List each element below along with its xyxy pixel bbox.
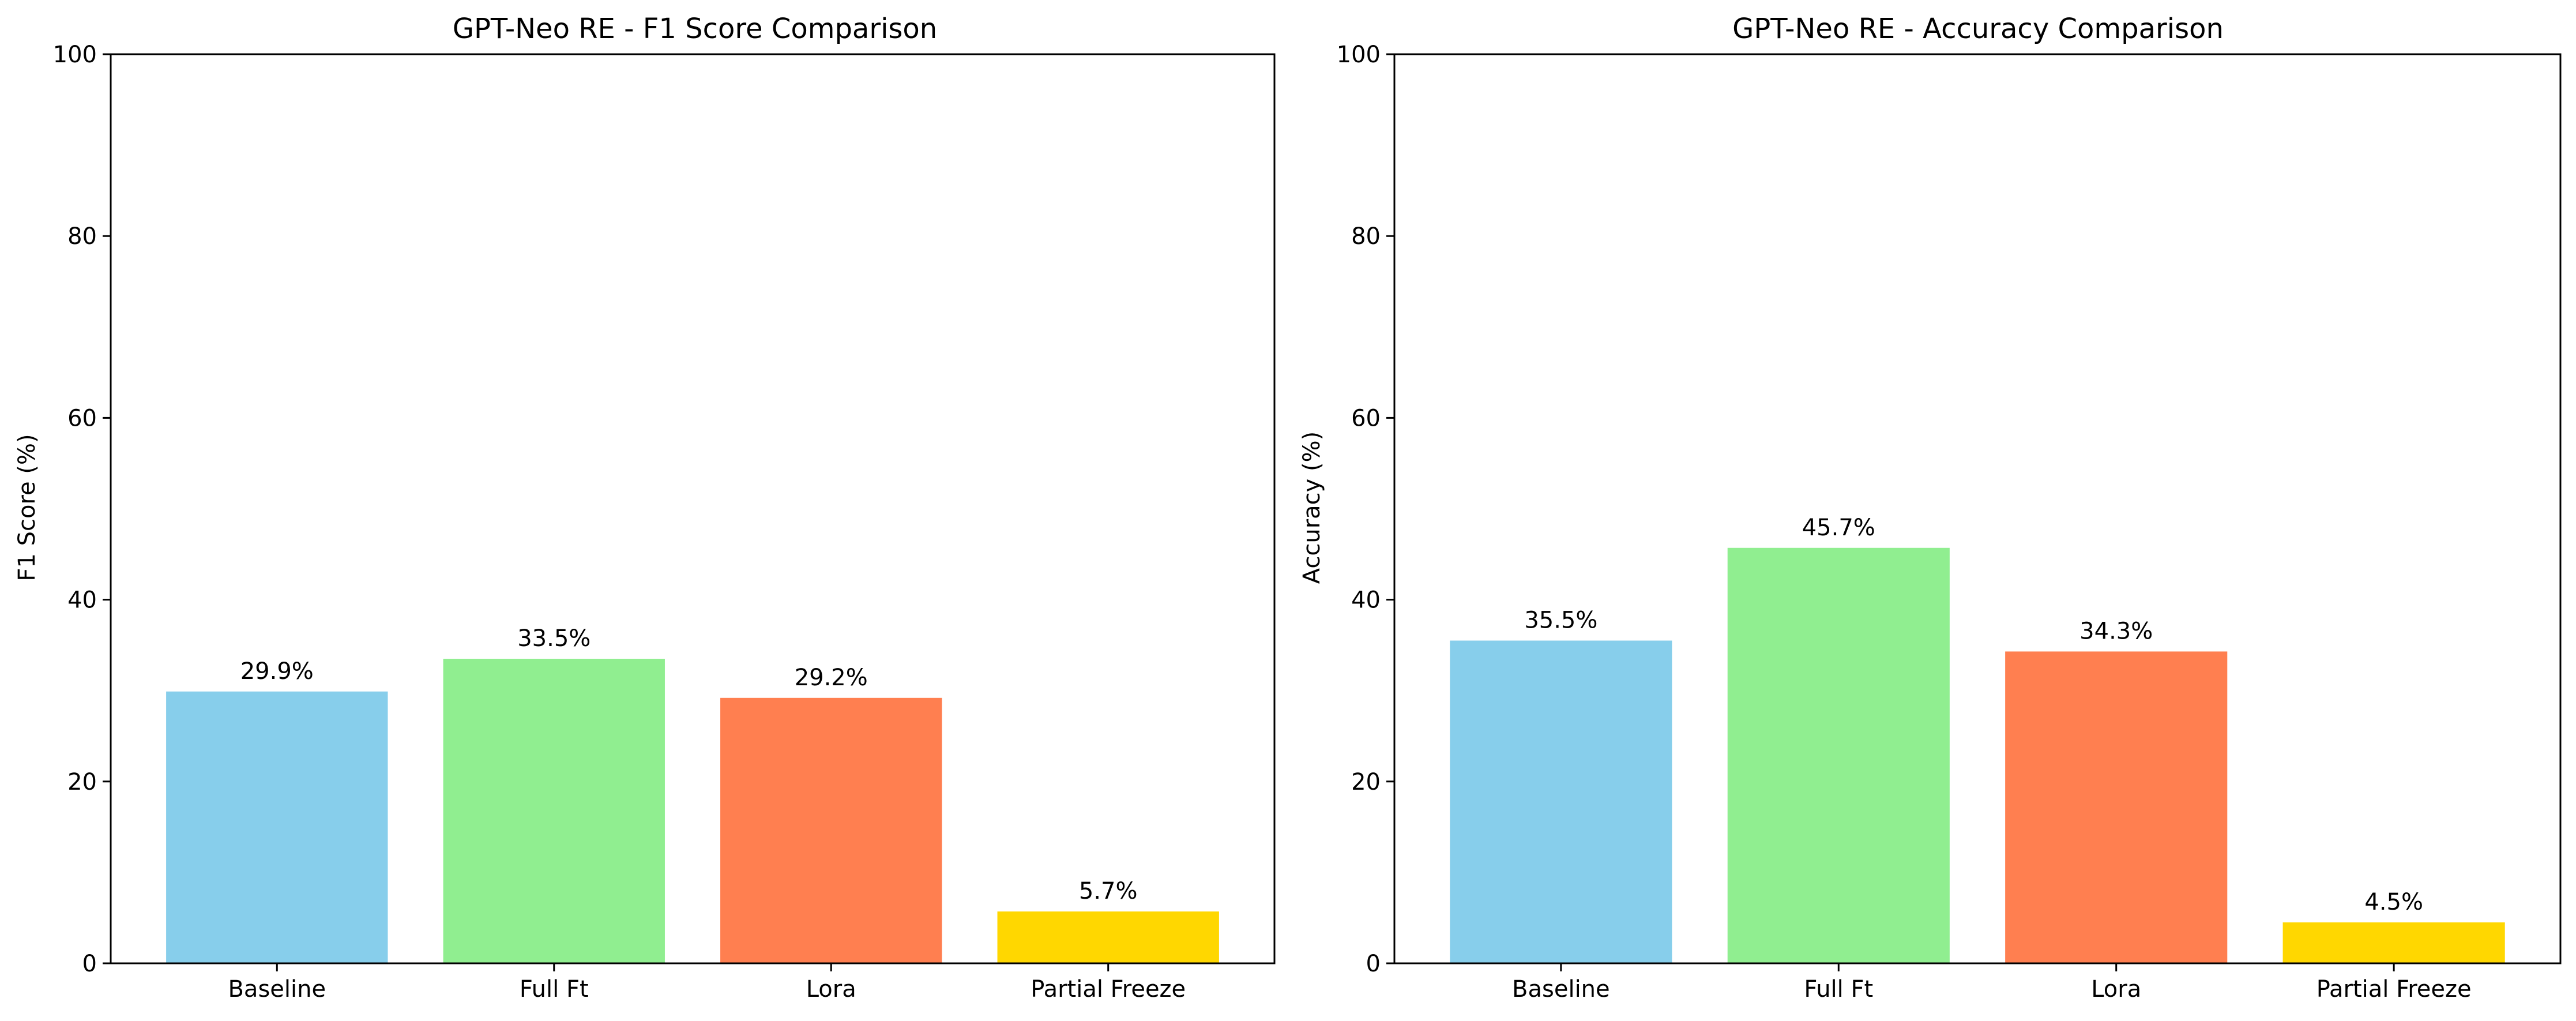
x-tick-label: Lora	[806, 976, 856, 1003]
x-tick-label: Partial Freeze	[2316, 976, 2472, 1003]
y-tick-label: 60	[1351, 405, 1381, 431]
y-tick-label: 80	[67, 223, 97, 250]
x-tick-label: Lora	[2091, 976, 2141, 1003]
y-tick-label: 0	[1366, 951, 1381, 977]
x-tick-label: Full Ft	[1804, 976, 1873, 1003]
y-tick-label: 40	[67, 587, 97, 614]
plot-area: 0 20 40 60 80 100 35.5% Baseline 45.7% Full Ft 34.…	[1337, 42, 2505, 1003]
y-tick-label: 100	[53, 42, 97, 68]
x-tick-label: Baseline	[228, 976, 326, 1003]
y-axis-label: Accuracy (%)	[1299, 431, 1325, 584]
chart-title: GPT-Neo RE - F1 Score Comparison	[453, 13, 937, 45]
y-tick-label: 20	[1351, 769, 1381, 795]
bar-lora	[2005, 651, 2228, 963]
bar-baseline	[1450, 640, 1672, 963]
y-tick-label: 20	[67, 769, 97, 795]
y-tick-label: 60	[67, 405, 97, 431]
bar-full-ft	[443, 659, 665, 963]
data-label: 4.5%	[2364, 889, 2423, 915]
data-label: 45.7%	[1802, 515, 1875, 541]
bar-partial-freeze	[997, 911, 1219, 963]
y-tick-label: 80	[1351, 223, 1381, 250]
plot-area: 0 20 40 60 80 100 29.9% Baseline 33.5% Full Ft 29.…	[53, 42, 1219, 1003]
x-tick-label: Baseline	[1512, 976, 1610, 1003]
bar-partial-freeze	[2282, 922, 2505, 963]
x-tick-label: Partial Freeze	[1031, 976, 1186, 1003]
data-label: 29.9%	[240, 658, 314, 685]
chart-title: GPT-Neo RE - Accuracy Comparison	[1732, 13, 2224, 45]
axes-frame	[1393, 53, 2562, 964]
y-tick-label: 100	[1337, 42, 1381, 68]
data-label: 35.5%	[1524, 607, 1597, 634]
x-tick-label: Full Ft	[520, 976, 589, 1003]
f1-score-chart: GPT-Neo RE - F1 Score Comparison F1 Scor…	[14, 13, 1276, 1003]
data-label: 34.3%	[2079, 618, 2153, 644]
bar-full-ft	[1727, 547, 1950, 963]
data-label: 29.2%	[795, 665, 868, 691]
bar-baseline	[166, 691, 388, 963]
data-label: 5.7%	[1079, 878, 1138, 904]
data-label: 33.5%	[517, 625, 591, 652]
axes-frame	[110, 53, 1276, 964]
y-axis-label: F1 Score (%)	[14, 434, 40, 581]
bar-lora	[720, 697, 942, 963]
y-tick-label: 40	[1351, 587, 1381, 614]
y-tick-label: 0	[82, 951, 97, 977]
accuracy-chart: GPT-Neo RE - Accuracy Comparison Accurac…	[1299, 13, 2562, 1003]
